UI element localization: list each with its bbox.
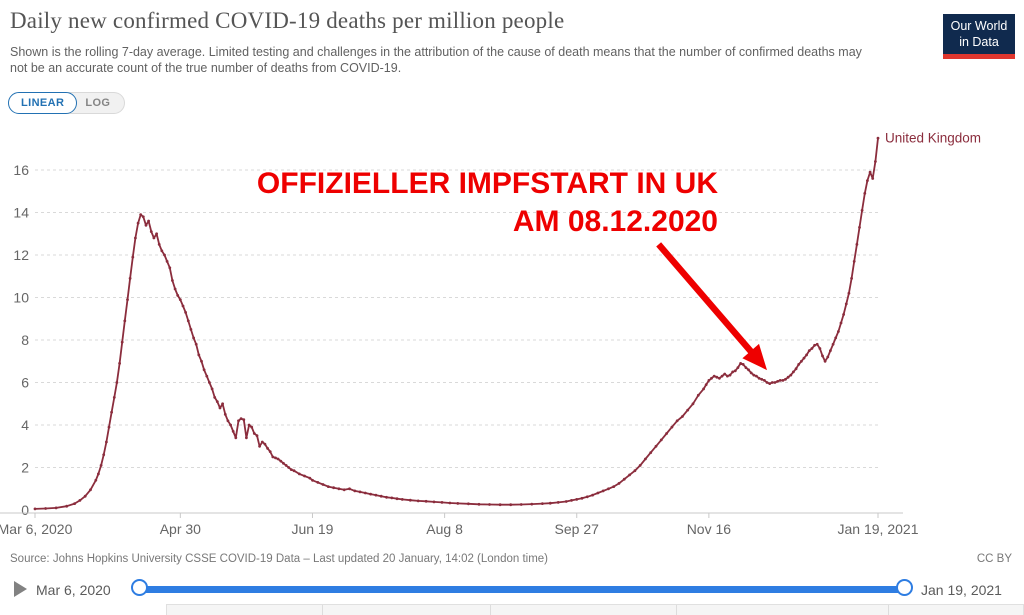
footer-table-cell[interactable] <box>322 605 492 615</box>
source-text: Source: Johns Hopkins University CSSE CO… <box>10 553 549 565</box>
footer-table-cell[interactable] <box>491 605 677 615</box>
log-button[interactable]: LOG <box>65 92 126 114</box>
svg-text:12: 12 <box>13 247 29 263</box>
svg-text:10: 10 <box>13 290 29 306</box>
footer-table-cell[interactable] <box>676 605 890 615</box>
svg-text:6: 6 <box>21 375 29 391</box>
svg-text:4: 4 <box>21 417 29 433</box>
y-axis-labels: 0 2 4 6 8 10 12 14 16 <box>13 162 29 518</box>
annotation-line1: OFFIZIELLER IMPFSTART IN UK <box>256 167 718 200</box>
svg-text:14: 14 <box>13 205 29 221</box>
footer-table-cell[interactable] <box>889 605 1023 615</box>
license-link[interactable]: CC BY <box>976 553 1012 565</box>
scale-toggle: LINEAR LOG <box>8 92 126 114</box>
chart-canvas[interactable]: 0 2 4 6 8 10 12 14 16 Mar 6, 2020 Apr 30 Jun 19 Aug … <box>0 120 1024 540</box>
svg-text:0: 0 <box>21 502 29 518</box>
svg-text:16: 16 <box>13 162 29 178</box>
footer-table-cell[interactable] <box>167 605 323 615</box>
series-united-kingdom[interactable]: United Kingdom <box>33 131 981 511</box>
linear-button[interactable]: LINEAR <box>8 92 78 114</box>
timeline-start-label: Mar 6, 2020 <box>36 582 111 598</box>
vaccination-annotation: OFFIZIELLER IMPFSTART IN UK AM 08.12.202… <box>238 165 718 241</box>
owid-logo[interactable]: Our World in Data <box>943 14 1015 59</box>
svg-text:Apr 30: Apr 30 <box>160 521 201 537</box>
timeline-end-label: Jan 19, 2021 <box>921 582 1002 598</box>
timeline-slider-track[interactable] <box>139 586 905 593</box>
play-button[interactable] <box>14 581 27 597</box>
svg-text:8: 8 <box>21 332 29 348</box>
svg-text:Sep 27: Sep 27 <box>555 521 600 537</box>
chart-subtitle: Shown is the rolling 7-day average. Limi… <box>10 45 862 75</box>
owid-logo-line2: in Data <box>959 35 999 50</box>
gridlines <box>35 169 880 468</box>
svg-text:Aug 8: Aug 8 <box>426 521 463 537</box>
page-title: Daily new confirmed COVID-19 deaths per … <box>10 8 565 33</box>
x-axis: Mar 6, 2020 Apr 30 Jun 19 Aug 8 Sep 27 Nov 16… <box>0 512 919 537</box>
timeline-handle-end[interactable] <box>896 579 913 596</box>
annotation-line2: AM 08.12.2020 <box>512 205 718 238</box>
annotation-arrow <box>656 242 767 371</box>
footer-table <box>166 604 1024 615</box>
svg-text:Nov 16: Nov 16 <box>687 521 732 537</box>
svg-text:Jan 19, 2021: Jan 19, 2021 <box>838 521 919 537</box>
svg-text:Mar 6, 2020: Mar 6, 2020 <box>0 521 73 537</box>
svg-text:2: 2 <box>21 460 29 476</box>
series-label: United Kingdom <box>885 131 981 146</box>
svg-text:Jun 19: Jun 19 <box>291 521 333 537</box>
owid-logo-line1: Our World <box>950 19 1008 33</box>
timeline-handle-start[interactable] <box>131 579 148 596</box>
